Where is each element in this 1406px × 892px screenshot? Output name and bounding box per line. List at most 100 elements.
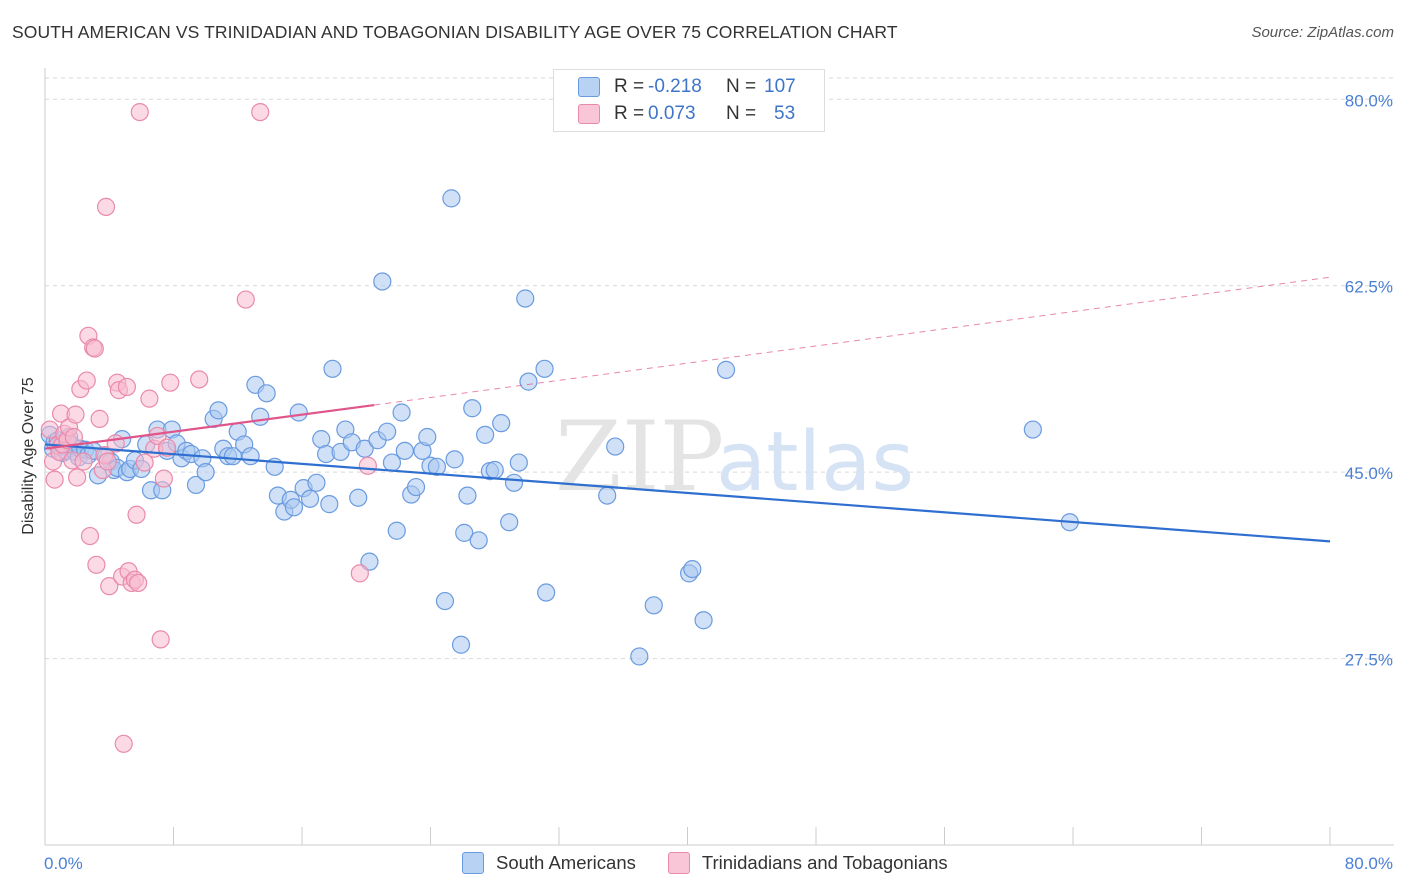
point-trinidadians [96, 197, 116, 216]
legend-row-south-americans: R = -0.218 N = 107 [578, 75, 796, 99]
point-south-americans [1023, 420, 1042, 439]
bottom-legend: South Americans Trinidadians and Tobagon… [462, 852, 980, 874]
legend-swatch-blue [578, 77, 600, 97]
point-south-americans [186, 475, 206, 495]
point-trinidadians [85, 339, 104, 358]
legend-n-label: N = [726, 103, 757, 124]
point-south-americans [435, 591, 455, 611]
point-south-americans [519, 372, 538, 391]
legend-r-value: -0.218 [648, 76, 702, 97]
point-south-americans [606, 437, 625, 456]
watermark: ZIP atlas [555, 401, 914, 513]
y-axis-label: Disability Age Over 75 [20, 377, 37, 535]
bottom-legend-item-south-americans[interactable]: South Americans [462, 852, 636, 874]
point-south-americans [378, 422, 397, 441]
point-south-americans [241, 447, 260, 466]
y-tick-label: 62.5% [1345, 278, 1393, 297]
point-south-americans [320, 495, 339, 514]
trend-lines [44, 276, 1331, 543]
point-south-americans [469, 531, 488, 550]
point-south-americans [387, 521, 406, 540]
trend-line-south-americans [44, 443, 1331, 543]
point-south-americans [209, 401, 228, 420]
y-tick-label: 80.0% [1345, 91, 1393, 110]
legend-n-label: N = [726, 76, 757, 97]
point-trinidadians [66, 405, 85, 424]
chart-title: SOUTH AMERICAN VS TRINIDADIAN AND TOBAGO… [12, 22, 898, 42]
legend-r-label: R = [614, 103, 645, 124]
point-south-americans [251, 407, 270, 426]
point-trinidadians [117, 377, 137, 397]
point-south-americans [323, 359, 342, 378]
bottom-legend-label: Trinidadians and Tobagonians [701, 852, 948, 873]
legend-swatch-pink [578, 104, 600, 124]
point-south-americans [455, 523, 474, 542]
point-south-americans [395, 441, 414, 460]
point-trinidadians [151, 630, 170, 649]
x-tick-label: 80.0% [1345, 854, 1393, 873]
point-south-americans [516, 289, 535, 308]
point-south-americans [373, 272, 392, 291]
point-south-americans [537, 583, 556, 602]
x-tick-label: 0.0% [44, 854, 83, 873]
point-trinidadians [45, 470, 64, 489]
point-trinidadians [251, 102, 270, 122]
stats-legend: R = -0.218 N = 107 R = 0.073 N = 53 [553, 69, 825, 132]
point-south-americans [451, 635, 471, 654]
point-south-americans [458, 486, 477, 505]
point-south-americans [509, 453, 528, 472]
point-south-americans [598, 486, 617, 505]
point-south-americans [406, 477, 426, 497]
source-label: Source: ZipAtlas.com [1251, 24, 1394, 41]
point-trinidadians [100, 577, 119, 596]
point-trinidadians [64, 427, 84, 447]
point-trinidadians [236, 290, 255, 309]
bottom-legend-item-trinidadians[interactable]: Trinidadians and Tobagonians [667, 852, 948, 874]
point-south-americans [683, 559, 702, 579]
point-trinidadians [129, 573, 148, 593]
point-south-americans [300, 489, 320, 508]
legend-r-value: 0.073 [648, 103, 696, 124]
y-tick-label: 45.0% [1345, 464, 1393, 483]
watermark-atlas: atlas [716, 415, 914, 510]
point-south-americans [284, 498, 304, 517]
point-south-americans [257, 384, 276, 403]
legend-n-value: 107 [764, 76, 796, 97]
point-south-americans [716, 360, 736, 379]
trend-line-trinidadians-extended [374, 276, 1331, 406]
legend-n-value: 53 [774, 103, 796, 124]
axes [44, 68, 1394, 846]
point-trinidadians [74, 452, 93, 471]
legend-swatch-pink [667, 852, 690, 874]
point-trinidadians [154, 469, 173, 488]
legend-r-label: R = [614, 76, 645, 97]
point-south-americans [223, 447, 243, 466]
y-tick-label: 27.5% [1345, 651, 1393, 670]
point-trinidadians [190, 370, 209, 389]
point-trinidadians [90, 409, 109, 428]
point-south-americans [442, 189, 461, 208]
point-south-americans [504, 473, 524, 492]
point-trinidadians [87, 555, 106, 574]
point-trinidadians [130, 102, 149, 122]
legend-swatch-blue [462, 852, 484, 874]
point-trinidadians [80, 526, 100, 546]
point-south-americans [349, 488, 368, 507]
point-south-americans [418, 427, 437, 447]
point-south-americans [196, 463, 215, 482]
point-south-americans [307, 473, 326, 492]
point-trinidadians [350, 564, 369, 583]
tick-labels: 27.5% 45.0% 62.5% 80.0% 0.0% 80.0% [44, 91, 1393, 873]
point-trinidadians [140, 389, 159, 408]
point-trinidadians [161, 373, 180, 392]
point-south-americans [289, 403, 308, 422]
point-south-americans [355, 439, 374, 458]
bottom-legend-label: South Americans [496, 852, 636, 873]
point-trinidadians [127, 505, 146, 524]
trend-line-trinidadians [44, 403, 375, 450]
point-south-americans [427, 457, 447, 476]
point-trinidadians [157, 438, 177, 457]
point-south-americans [492, 414, 511, 433]
point-south-americans [463, 399, 482, 418]
